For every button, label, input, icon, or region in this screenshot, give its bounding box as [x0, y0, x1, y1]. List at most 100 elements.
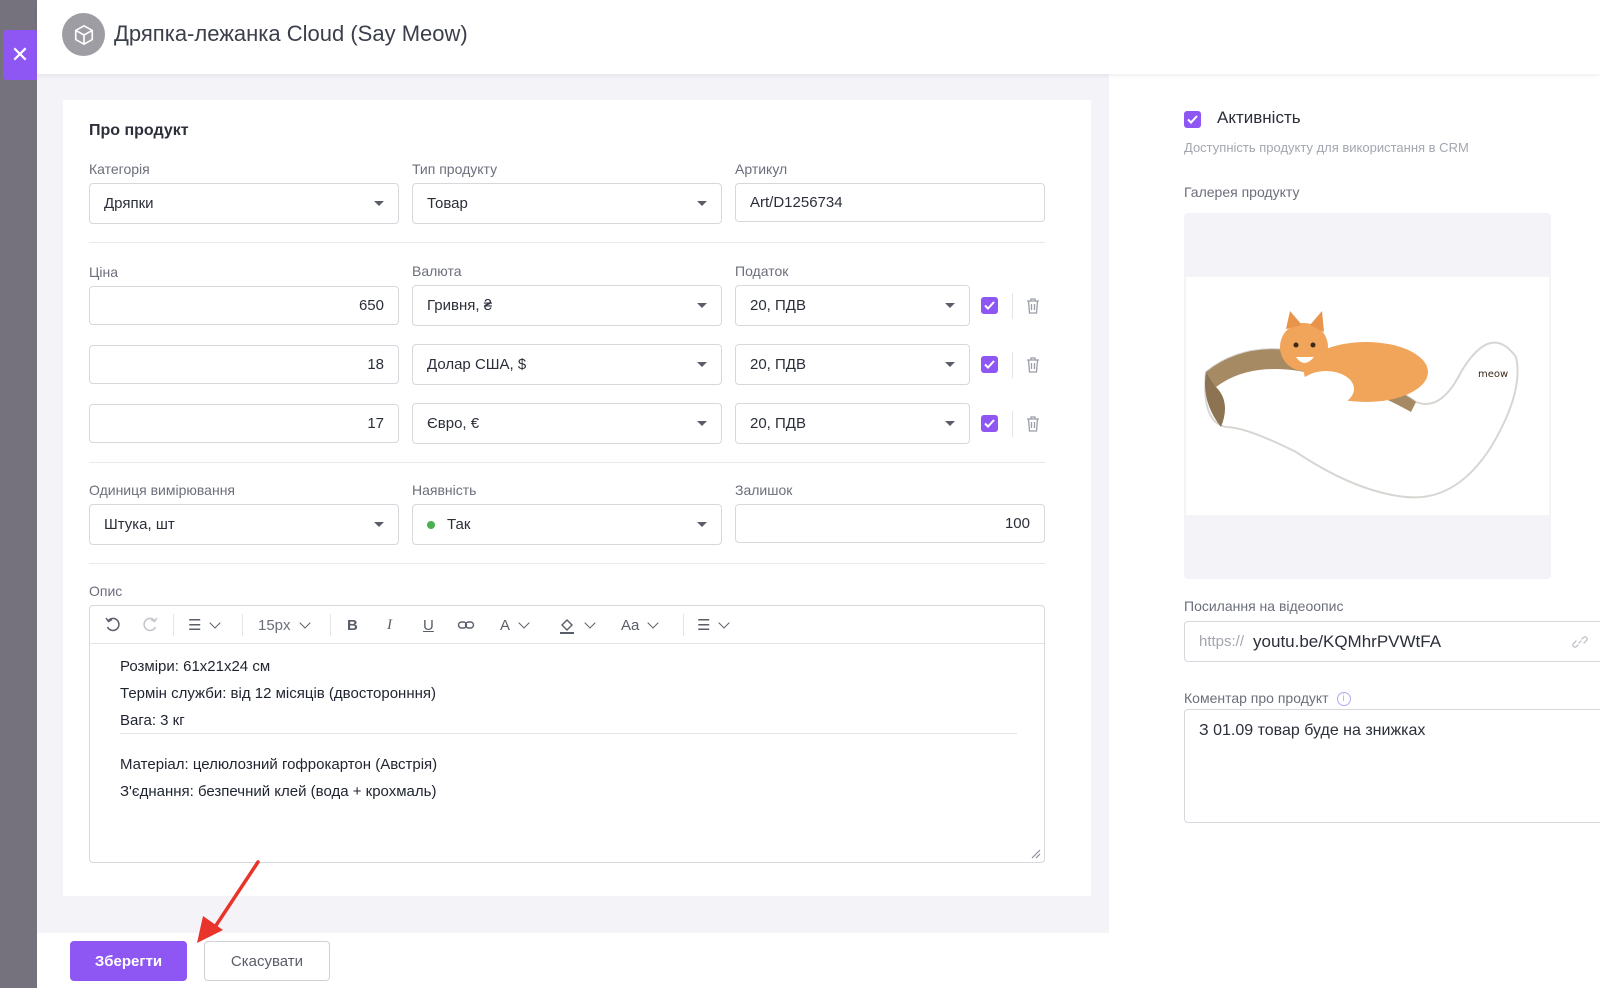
align-left-icon: ☰: [697, 617, 711, 634]
product-type-label: Тип продукту: [412, 161, 498, 177]
sku-label: Артикул: [735, 161, 788, 177]
currency-label: Валюта: [412, 263, 462, 279]
save-button[interactable]: Зберегти: [70, 941, 187, 981]
chevron-down-icon: [945, 303, 955, 308]
align-dropdown[interactable]: ☰: [697, 615, 731, 635]
active-hint: Доступність продукту для використання в …: [1184, 140, 1469, 155]
description-line: Розміри: 61x21x24 см: [120, 658, 271, 675]
svg-text:meow: meow: [1478, 369, 1508, 380]
sku-input[interactable]: Art/D1256734: [735, 183, 1045, 222]
annotation-arrow-icon: [197, 860, 260, 943]
price-label: Ціна: [89, 264, 118, 280]
tax-label: Податок: [735, 263, 789, 279]
price-input[interactable]: 18: [89, 345, 399, 384]
divider: [89, 242, 1045, 243]
chevron-down-icon: [945, 362, 955, 367]
paragraph-style-dropdown[interactable]: ☰: [188, 615, 222, 635]
tax-select[interactable]: 20, ПДВ: [735, 344, 970, 385]
product-image: meow: [1186, 277, 1549, 515]
price-input[interactable]: 17: [89, 404, 399, 443]
description-line: З'єднання: безпечний клей (вода + крохма…: [120, 783, 437, 800]
undo-icon[interactable]: [104, 615, 122, 635]
redo-icon[interactable]: [141, 615, 159, 635]
product-type-select[interactable]: Товар: [412, 183, 722, 224]
availability-select[interactable]: Так: [412, 504, 722, 545]
tax-value: 20, ПДВ: [750, 415, 806, 432]
remaining-value: 100: [1004, 515, 1030, 532]
paragraph-icon: ☰: [188, 617, 202, 634]
italic-icon[interactable]: I: [387, 616, 392, 633]
font-size-dropdown[interactable]: 15px: [258, 615, 311, 635]
status-dot: [427, 520, 435, 529]
tax-checkbox[interactable]: [981, 415, 998, 432]
highlight-color-dropdown[interactable]: [558, 615, 596, 635]
close-icon: ✕: [10, 42, 30, 67]
currency-value: Гривня, ₴: [427, 297, 493, 314]
panel-header: Дряпка-лежанка Cloud (Say Meow): [37, 0, 1600, 74]
toolbar-divider: [330, 614, 331, 636]
link-icon[interactable]: [1572, 634, 1588, 650]
category-label: Категорія: [89, 161, 150, 177]
underline-icon[interactable]: U: [423, 616, 434, 634]
comment-label-wrap: Коментар про продукт i: [1184, 690, 1351, 707]
info-icon[interactable]: i: [1336, 692, 1351, 707]
category-select[interactable]: Дряпки: [89, 183, 399, 224]
divider: [89, 563, 1045, 564]
divider: [1012, 293, 1013, 319]
video-url-input[interactable]: https:// youtu.be/KQMhrPVWtFA: [1184, 621, 1600, 662]
description-line: Матеріал: целюлозний гофрокартон (Австрі…: [120, 756, 438, 773]
currency-select[interactable]: Гривня, ₴: [412, 285, 722, 326]
url-prefix: https://: [1199, 633, 1245, 650]
chevron-down-icon: [697, 303, 707, 308]
product-gallery[interactable]: meow: [1184, 213, 1551, 579]
resize-handle-icon[interactable]: [1031, 849, 1041, 859]
currency-select[interactable]: Долар США, $: [412, 344, 722, 385]
cancel-button[interactable]: Скасувати: [204, 941, 330, 981]
divider: [1012, 411, 1013, 437]
text-color-dropdown[interactable]: A: [500, 615, 530, 635]
tax-select[interactable]: 20, ПДВ: [735, 403, 970, 444]
sku-value: Art/D1256734: [750, 194, 843, 211]
currency-select[interactable]: Євро, €: [412, 403, 722, 444]
cube-icon: [62, 13, 105, 56]
editor-toolbar: ☰ 15px B I U A Aa ☰: [90, 606, 1044, 644]
trash-icon[interactable]: [1025, 415, 1041, 433]
tax-checkbox[interactable]: [981, 356, 998, 373]
url-value: youtu.be/KQMhrPVWtFA: [1253, 631, 1442, 651]
link-icon[interactable]: [457, 615, 475, 635]
page-title: Дряпка-лежанка Cloud (Say Meow): [114, 21, 468, 46]
text-case-icon: Aa: [621, 616, 640, 634]
horizontal-rule: [120, 733, 1017, 734]
sidebar: Активність Доступність продукту для вико…: [1109, 74, 1600, 988]
active-label: Активність: [1217, 108, 1301, 127]
font-size-value: 15px: [258, 616, 291, 634]
price-value: 18: [367, 356, 384, 373]
close-button[interactable]: ✕: [3, 30, 37, 80]
unit-select[interactable]: Штука, шт: [89, 504, 399, 545]
remaining-label: Залишок: [735, 482, 793, 498]
remaining-input[interactable]: 100: [735, 504, 1045, 543]
video-label: Посилання на відеоопис: [1184, 598, 1344, 614]
product-panel: Дряпка-лежанка Cloud (Say Meow) Про прод…: [37, 0, 1600, 988]
chevron-down-icon: [374, 522, 384, 527]
tax-select[interactable]: 20, ПДВ: [735, 285, 970, 326]
price-input[interactable]: 650: [89, 286, 399, 325]
form-area: Про продукт Категорія Дряпки Тип продукт…: [37, 74, 1109, 933]
divider: [89, 462, 1045, 463]
comment-textarea[interactable]: З 01.09 товар буде на знижках: [1184, 709, 1600, 823]
description-line: Термін служби: від 12 місяців (двосторон…: [120, 685, 437, 702]
availability-label: Наявність: [412, 482, 477, 498]
tax-value: 20, ПДВ: [750, 297, 806, 314]
chevron-down-icon: [209, 617, 222, 629]
chevron-down-icon: [718, 617, 731, 629]
trash-icon[interactable]: [1025, 297, 1041, 315]
trash-icon[interactable]: [1025, 356, 1041, 374]
chevron-down-icon: [697, 201, 707, 206]
text-case-dropdown[interactable]: Aa: [621, 615, 660, 635]
gallery-label: Галерея продукту: [1184, 184, 1300, 200]
description-editor[interactable]: ☰ 15px B I U A Aa ☰ Розміри: 61x21x24 см…: [89, 605, 1045, 863]
tax-checkbox[interactable]: [981, 297, 998, 314]
tax-value: 20, ПДВ: [750, 356, 806, 373]
active-checkbox[interactable]: [1184, 111, 1201, 128]
bold-icon[interactable]: B: [347, 616, 358, 634]
